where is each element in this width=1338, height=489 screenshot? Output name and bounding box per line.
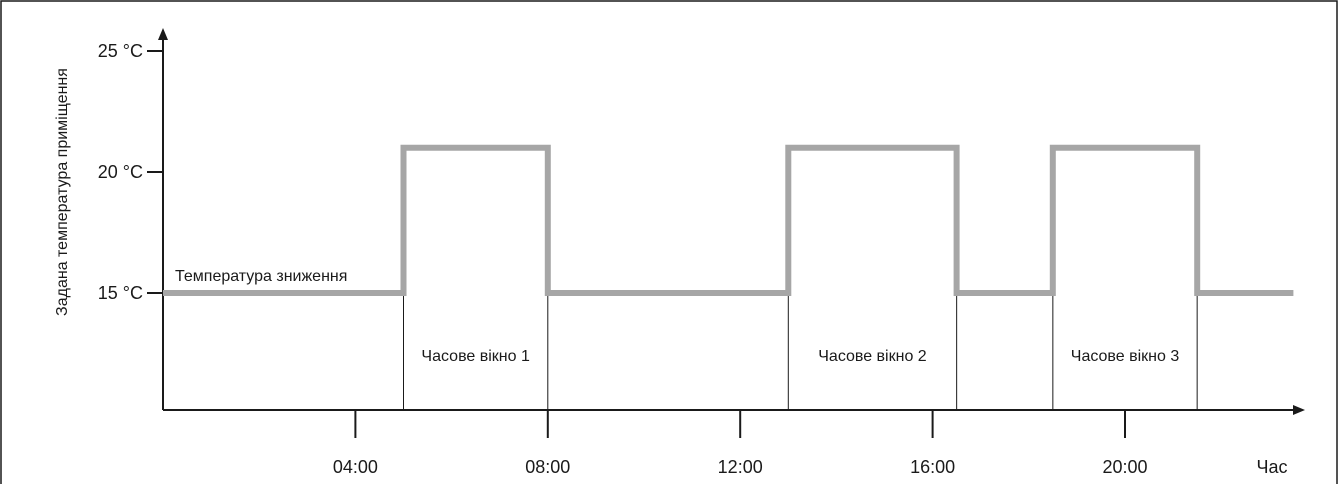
y-axis-arrow	[158, 28, 168, 40]
y-tick-label: 20 °C	[98, 162, 143, 182]
time-window-lines	[403, 293, 1198, 410]
x-tick-label: 08:00	[525, 457, 570, 477]
x-tick-label: 04:00	[333, 457, 378, 477]
y-ticks: 15 °C 20 °C 25 °C	[98, 41, 163, 303]
time-window-label: Часове вікно 2	[818, 348, 927, 365]
x-tick-label: 12:00	[718, 457, 763, 477]
x-axis-arrow	[1293, 405, 1305, 415]
x-tick-label: 16:00	[910, 457, 955, 477]
axes	[158, 28, 1305, 415]
x-tick-label: 20:00	[1102, 457, 1147, 477]
time-window-labels: Часове вікно 1 Часове вікно 2 Часове вікно…	[421, 348, 1179, 365]
x-ticks: 04:00 08:00 12:00 16:00 20:00	[333, 410, 1148, 477]
time-window-label: Часове вікно 3	[1071, 348, 1180, 365]
y-tick-label: 15 °C	[98, 283, 143, 303]
series-setpoint-line	[163, 144, 1294, 296]
reduced-temperature-annotation: Температура зниження	[175, 268, 347, 285]
y-axis-label: Задана температура приміщення	[54, 68, 71, 316]
time-window-label: Часове вікно 1	[421, 348, 530, 365]
x-axis-label: Час	[1256, 457, 1287, 477]
y-tick-label: 25 °C	[98, 41, 143, 61]
